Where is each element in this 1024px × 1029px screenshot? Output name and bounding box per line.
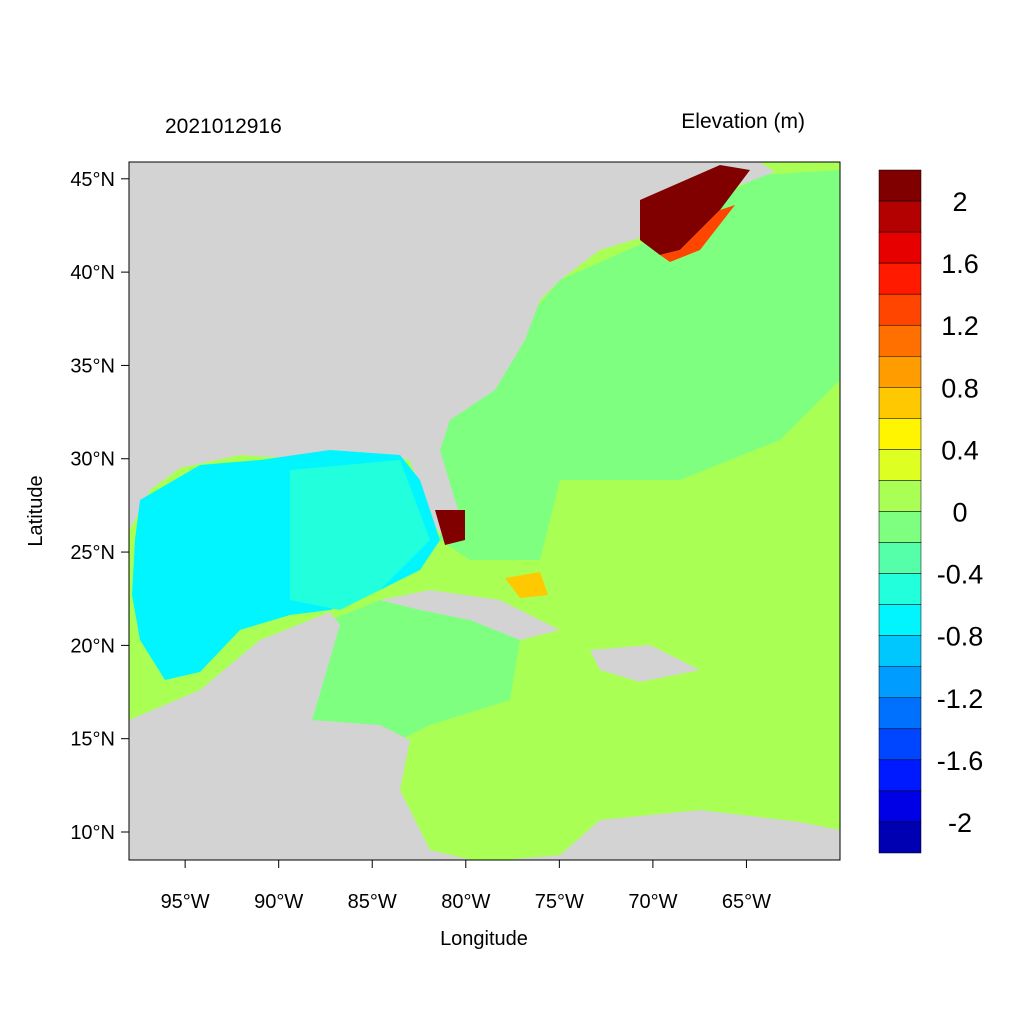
y-tick-label: 35°N	[70, 355, 115, 377]
colorbar-bin	[878, 542, 922, 574]
land-cuba	[380, 590, 560, 640]
colorbar-bin	[878, 666, 922, 699]
x-axis-label: Longitude	[440, 928, 528, 950]
gulf-of-maine-surge-edge	[660, 205, 735, 262]
colorbar-bin	[878, 387, 922, 419]
colorbar-bin	[878, 418, 922, 450]
land-central-america	[129, 612, 472, 860]
colorbar-tick-label: -1.6	[937, 746, 984, 776]
colorbar-bin	[878, 759, 922, 792]
colorbar-tick-label: -2	[948, 808, 972, 838]
colorbar-tick-label: 0.8	[941, 373, 979, 403]
colorbar-bin	[878, 262, 922, 295]
x-axis: 95°W 90°W 85°W 80°W 75°W 70°W 65°W	[161, 860, 771, 913]
y-tick-label: 40°N	[70, 262, 115, 284]
y-axis: 45°N 40°N 35°N 30°N 25°N 20°N 15°N 10°N	[70, 169, 129, 844]
colorbar: 2 1.6 1.2 0.8 0.4 0 -0.4 -0.8 -1.2 -1.6 -2	[878, 169, 984, 854]
gulf-east-field	[290, 460, 430, 610]
colorbar-tick-label: -0.4	[937, 560, 984, 590]
colorbar-tick-label: 1.6	[941, 249, 979, 279]
y-tick-label: 25°N	[70, 542, 115, 564]
x-tick-label: 90°W	[254, 891, 303, 913]
colorbar-bin	[878, 697, 922, 730]
colorbar-bin	[878, 573, 922, 605]
colorbar-bin	[878, 728, 922, 761]
x-tick-label: 65°W	[722, 891, 771, 913]
y-axis-label: Latitude	[25, 475, 47, 546]
x-tick-label: 85°W	[348, 891, 397, 913]
y-tick-label: 20°N	[70, 635, 115, 657]
colorbar-tick-label: 2	[952, 187, 967, 217]
x-tick-label: 75°W	[535, 891, 584, 913]
timestamp-title: 2021012916	[165, 115, 282, 138]
land-south-america	[502, 810, 840, 860]
plot-frame	[128, 161, 841, 861]
x-tick-label: 95°W	[161, 891, 210, 913]
colorbar-tick-label: 1.2	[941, 311, 979, 341]
colorbar-bin	[878, 293, 922, 326]
caribbean-negative-region	[310, 600, 520, 740]
atlantic-negative-region	[440, 170, 840, 560]
colorbar-bin	[878, 480, 922, 512]
map-plot-area	[129, 162, 840, 860]
colorbar-bin	[878, 511, 922, 543]
x-tick-label: 80°W	[441, 891, 490, 913]
colorbar-bin	[878, 169, 922, 202]
colorbar-bin	[878, 790, 922, 823]
land-north-america	[129, 162, 775, 545]
y-tick-label: 10°N	[70, 822, 115, 844]
colorbar-bin	[878, 821, 922, 854]
y-tick-label: 45°N	[70, 169, 115, 191]
x-tick-label: 70°W	[628, 891, 677, 913]
land-hispaniola	[590, 645, 700, 682]
colorbar-bin	[878, 635, 922, 667]
y-tick-label: 15°N	[70, 729, 115, 751]
y-tick-label: 30°N	[70, 449, 115, 471]
colorbar-tick-label: 0.4	[941, 435, 979, 465]
colorbar-bin	[878, 200, 922, 233]
colorbar-tick-label: -0.8	[937, 622, 984, 652]
colorbar-bin	[878, 231, 922, 264]
gulf-of-maine-surge	[640, 165, 750, 255]
colorbar-tick-label: 0	[952, 498, 967, 528]
bahamas-positive	[505, 572, 548, 598]
colorbar-tick-label: -1.2	[937, 684, 984, 714]
variable-title: Elevation (m)	[681, 110, 805, 133]
colorbar-bin	[878, 356, 922, 388]
colorbar-bin	[878, 449, 922, 481]
colorbar-bin	[878, 604, 922, 636]
colorbar-bin	[878, 324, 922, 357]
florida-tip-surge	[435, 510, 465, 545]
